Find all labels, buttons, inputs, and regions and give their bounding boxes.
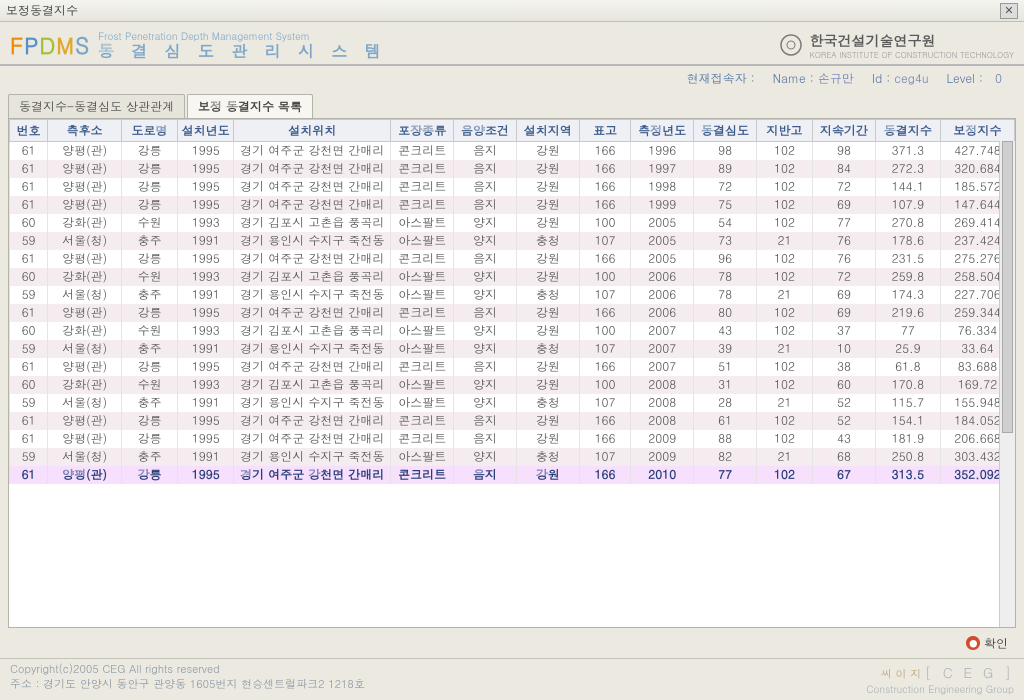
- app-subtitle: Frost Penetration Depth Management Syste…: [98, 31, 387, 60]
- table-row[interactable]: 61양평(관)강릉1995경기 여주군 강천면 간매리콘크리트음지강원16619…: [10, 160, 1015, 178]
- scroll-thumb[interactable]: [1002, 141, 1013, 433]
- table-row[interactable]: 60강화(관)수원1993경기 김포시 고촌읍 풍곡리아스팔트양지강원10020…: [10, 322, 1015, 340]
- table-row[interactable]: 59서울(청)충주1991경기 용인시 수지구 죽전동아스팔트양지충청10720…: [10, 286, 1015, 304]
- ok-icon: ●: [966, 636, 980, 650]
- table-row[interactable]: 61양평(관)강릉1995경기 여주군 강천면 간매리콘크리트음지강원16619…: [10, 142, 1015, 160]
- col-header[interactable]: 보정지수: [940, 120, 1014, 142]
- session-name: 손규만: [818, 70, 854, 87]
- kict-name: 한국건설기술연구원: [810, 30, 1014, 50]
- session-label: 현재접속자 :: [687, 70, 755, 87]
- table-row[interactable]: 60강화(관)수원1993경기 김포시 고촌읍 풍곡리아스팔트양지강원10020…: [10, 268, 1015, 286]
- col-header[interactable]: 동결지수: [875, 120, 940, 142]
- footer-brand-sub: Construction Engineering Group: [866, 682, 1014, 696]
- col-header[interactable]: 측정년도: [631, 120, 694, 142]
- data-grid-wrap: 번호측후소도로명설치년도설치위치포장종류음양조건설치지역표고측정년도동결심도지반…: [8, 118, 1016, 628]
- table-row[interactable]: 60강화(관)수원1993경기 김포시 고촌읍 풍곡리아스팔트양지강원10020…: [10, 214, 1015, 232]
- tab-bar: 동결지수-동결심도 상관관계 보정 동결지수 목록: [0, 94, 1024, 118]
- table-row[interactable]: 59서울(청)충주1991경기 용인시 수지구 죽전동아스팔트양지충청10720…: [10, 394, 1015, 412]
- col-header[interactable]: 도로명: [122, 120, 178, 142]
- footer: Copyright(c)2005 CEG All rights reserved…: [0, 658, 1024, 699]
- app-subtitle-ko: 동 결 심 도 관 리 시 스 템: [98, 42, 387, 60]
- table-row[interactable]: 61양평(관)강릉1995경기 여주군 강천면 간매리콘크리트음지강원16620…: [10, 412, 1015, 430]
- session-level: 0: [995, 70, 1002, 87]
- header-right: 한국건설기술연구원 KOREA INSTITUTE OF CONSTRUCTIO…: [778, 30, 1014, 61]
- table-row[interactable]: 59서울(청)충주1991경기 용인시 수지구 죽전동아스팔트양지충청10720…: [10, 448, 1015, 466]
- ok-button[interactable]: ●확인: [966, 635, 1008, 652]
- col-header[interactable]: 포장종류: [391, 120, 454, 142]
- table-row[interactable]: 61양평(관)강릉1995경기 여주군 강천면 간매리콘크리트음지강원16620…: [10, 430, 1015, 448]
- footer-copyright: Copyright(c)2005 CEG All rights reserved: [10, 662, 365, 677]
- vertical-scrollbar[interactable]: [999, 141, 1015, 627]
- footer-brand-ko: 씨 이 지: [881, 667, 921, 682]
- session-id: ceg4u: [894, 70, 928, 87]
- close-icon[interactable]: ✕: [1000, 3, 1018, 19]
- col-header[interactable]: 음양조건: [454, 120, 517, 142]
- window-title: 보정동결지수: [6, 2, 78, 19]
- table-row[interactable]: 61양평(관)강릉1995경기 여주군 강천면 간매리콘크리트음지강원16620…: [10, 250, 1015, 268]
- table-row[interactable]: 59서울(청)충주1991경기 용인시 수지구 죽전동아스팔트양지충청10720…: [10, 232, 1015, 250]
- app-header: FPDMS Frost Penetration Depth Management…: [0, 22, 1024, 66]
- footer-address: 주소 : 경기도 안양시 동안구 관양동 1605번지 현승센트럴파크2 121…: [10, 677, 365, 692]
- titlebar: 보정동결지수 ✕: [0, 0, 1024, 22]
- tab-list[interactable]: 보정 동결지수 목록: [187, 94, 313, 118]
- table-row[interactable]: 61양평(관)강릉1995경기 여주군 강천면 간매리콘크리트음지강원16619…: [10, 178, 1015, 196]
- app-logo: FPDMS: [10, 30, 90, 61]
- data-grid[interactable]: 번호측후소도로명설치년도설치위치포장종류음양조건설치지역표고측정년도동결심도지반…: [9, 119, 1015, 484]
- col-header[interactable]: 지반고: [756, 120, 812, 142]
- col-header[interactable]: 측후소: [48, 120, 122, 142]
- col-header[interactable]: 동결심도: [694, 120, 757, 142]
- table-row[interactable]: 59서울(청)충주1991경기 용인시 수지구 죽전동아스팔트양지충청10720…: [10, 340, 1015, 358]
- col-header[interactable]: 설치년도: [178, 120, 234, 142]
- tab-correlation[interactable]: 동결지수-동결심도 상관관계: [8, 94, 185, 118]
- table-row[interactable]: 61양평(관)강릉1995경기 여주군 강천면 간매리콘크리트음지강원16620…: [10, 304, 1015, 322]
- kict-sub: KOREA INSTITUTE OF CONSTRUCTION TECHNOLO…: [810, 50, 1014, 61]
- session-info: 현재접속자 : Name : 손규만 Id : ceg4u Level : 0: [0, 66, 1024, 90]
- table-row[interactable]: 61양평(관)강릉1995경기 여주군 강천면 간매리콘크리트음지강원16620…: [10, 466, 1015, 484]
- col-header[interactable]: 표고: [579, 120, 631, 142]
- table-row[interactable]: 60강화(관)수원1993경기 김포시 고촌읍 풍곡리아스팔트양지강원10020…: [10, 376, 1015, 394]
- col-header[interactable]: 번호: [10, 120, 48, 142]
- table-row[interactable]: 61양평(관)강릉1995경기 여주군 강천면 간매리콘크리트음지강원16619…: [10, 196, 1015, 214]
- bottom-bar: ●확인: [0, 628, 1024, 658]
- col-header[interactable]: 설치지역: [516, 120, 579, 142]
- kict-icon: [778, 32, 804, 58]
- col-header[interactable]: 설치위치: [234, 120, 391, 142]
- table-row[interactable]: 61양평(관)강릉1995경기 여주군 강천면 간매리콘크리트음지강원16620…: [10, 358, 1015, 376]
- footer-brand-en: [ C E G ]: [925, 662, 1014, 682]
- col-header[interactable]: 지속기간: [813, 120, 876, 142]
